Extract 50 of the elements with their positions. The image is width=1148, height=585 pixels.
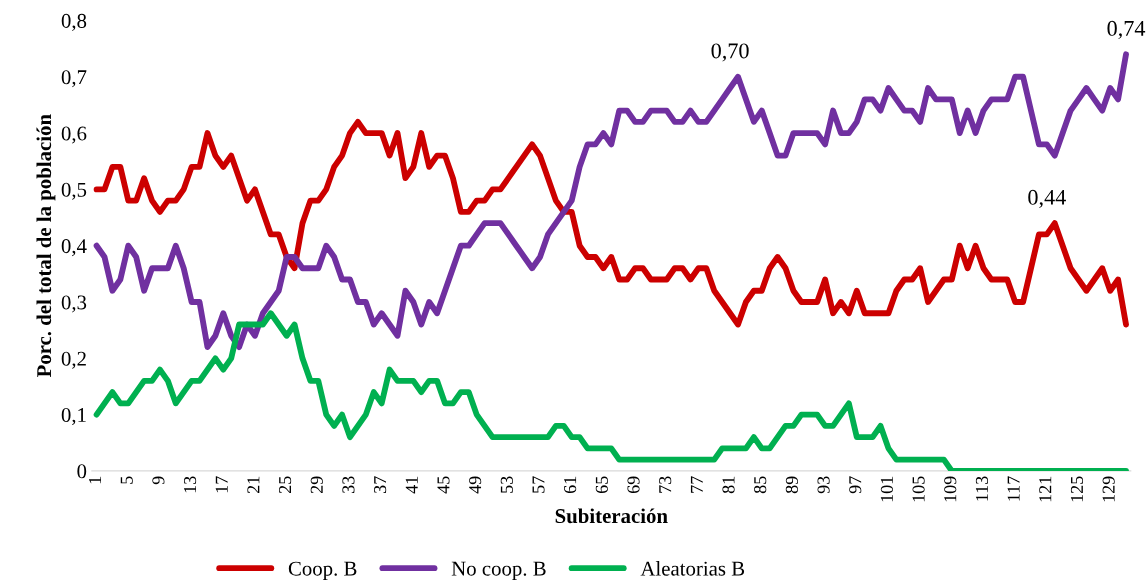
x-tick-label: 65	[595, 476, 608, 494]
annotation: 0,74	[1107, 20, 1146, 40]
x-tick-label: 33	[342, 476, 355, 493]
x-tick-label: 93	[817, 476, 830, 494]
x-tick-label: 105	[912, 476, 925, 502]
x-tick-label: 21	[247, 476, 260, 494]
y-tick-label: 0,5	[61, 182, 87, 200]
x-tick-label: 57	[532, 476, 545, 493]
y-tick-label: 0,7	[61, 70, 87, 88]
x-tick-label: 5	[120, 476, 133, 484]
x-tick-label: 45	[437, 476, 450, 494]
y-tick-label: 0,8	[61, 13, 87, 31]
y-tick-label: 0,2	[61, 351, 86, 369]
x-tick-label: 53	[500, 476, 513, 493]
y-tick-label: 0,6	[61, 126, 87, 144]
x-tick-label: 109	[944, 476, 957, 502]
y-tick-label: 0,3	[61, 295, 87, 313]
x-axis-title: Subiteración	[555, 508, 668, 524]
x-tick-label: 117	[1007, 476, 1020, 501]
y-tick-label: 0	[77, 464, 87, 479]
x-tick-label: 9	[152, 476, 165, 485]
x-tick-label: 69	[627, 476, 640, 494]
x-tick-label: 13	[184, 476, 197, 493]
x-tick-label: 37	[374, 476, 387, 493]
x-tick-label: 97	[849, 476, 862, 494]
y-tick-label: 0,4	[61, 239, 87, 257]
x-tick-label: 121	[1039, 476, 1052, 502]
x-tick-label: 101	[880, 476, 893, 502]
x-tick-label: 25	[279, 476, 292, 494]
annotation: 0,70	[711, 43, 749, 62]
y-axis-title: Porc. del total de la población	[36, 114, 56, 378]
annotation: 0,44	[1028, 189, 1066, 208]
x-tick-label: 1	[89, 476, 101, 484]
legend-label: Aleatorias B	[640, 560, 745, 576]
x-tick-label: 17	[215, 476, 228, 493]
y-tick-label: 0,1	[61, 407, 86, 426]
legend-label: No coop. B	[451, 561, 546, 580]
x-tick-label: 125	[1070, 476, 1084, 502]
x-tick-label: 49	[469, 476, 482, 494]
x-tick-label: 113	[975, 476, 989, 501]
x-tick-label: 73	[659, 476, 672, 493]
x-tick-label: 77	[690, 476, 703, 493]
legend-label: Coop. B	[288, 561, 357, 580]
x-tick-label: 41	[405, 476, 418, 494]
x-tick-label: 89	[785, 476, 798, 494]
x-tick-label: 29	[310, 476, 323, 494]
x-tick-label: 81	[722, 476, 735, 494]
x-tick-label: 85	[754, 476, 767, 494]
x-tick-label: 129	[1102, 476, 1115, 502]
x-tick-label: 61	[564, 476, 577, 494]
